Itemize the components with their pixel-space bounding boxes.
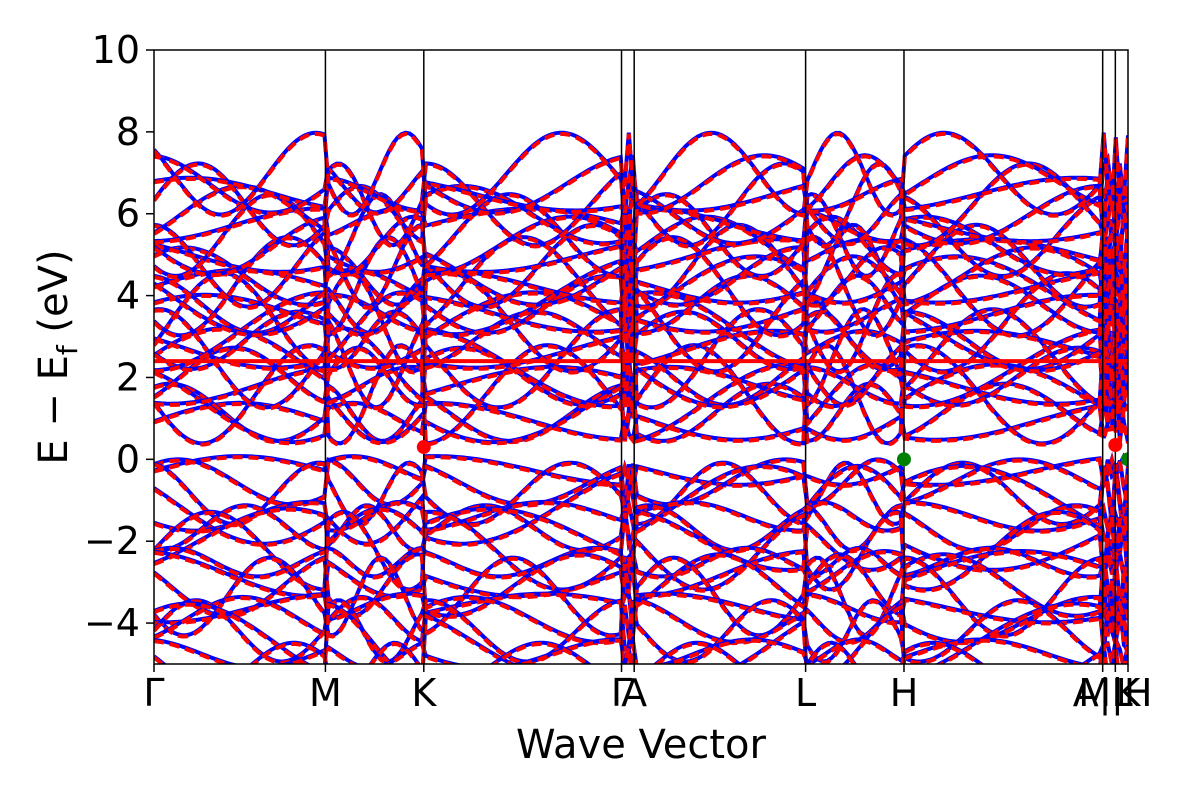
spin-down-band <box>154 346 1128 409</box>
y-tick-label: −4 <box>84 601 140 645</box>
spin-down-band <box>154 236 1128 340</box>
vbm-marker <box>1121 452 1128 467</box>
x-tick-label: Γ <box>611 671 632 715</box>
y-axis-label: E − Ef (eV) <box>31 249 84 464</box>
cbm-marker <box>416 440 431 455</box>
spin-down-band <box>154 363 1128 446</box>
y-tick-label: 8 <box>116 110 140 154</box>
y-tick-label: −2 <box>84 519 140 563</box>
y-axis-label-subscript: f <box>51 344 84 355</box>
spin-down-band <box>154 599 1128 664</box>
x-tick-label: M <box>309 671 342 715</box>
spin-down-band <box>154 510 1128 593</box>
x-tick-label: A <box>621 671 647 715</box>
spin-down-band <box>154 289 1128 337</box>
high-symmetry-lines <box>324 50 1117 664</box>
spin-down-band <box>154 458 1128 510</box>
x-tick-label: A|L <box>1073 671 1133 716</box>
cbm-marker <box>1108 438 1123 453</box>
x-tick-label: Γ <box>143 671 164 715</box>
spin-down-band <box>154 322 1128 410</box>
x-axis-ticks: Γ M K ΓA L H A|LM|HK <box>143 664 1152 716</box>
spin-down-band <box>154 267 1128 308</box>
spin-down-band <box>154 634 1128 664</box>
spin-down-band <box>154 641 1128 664</box>
band-lines <box>154 130 1128 664</box>
x-tick-label: H <box>890 671 919 715</box>
vbm-marker <box>896 452 911 467</box>
spin-up-band <box>154 343 1128 446</box>
x-tick-label: K <box>1116 671 1142 715</box>
y-axis-ticks: −4 −2 0 2 4 6 8 10 <box>84 28 154 645</box>
spin-down-band <box>154 597 1128 664</box>
spin-down-band <box>154 399 1128 446</box>
y-tick-label: 0 <box>116 437 140 481</box>
spin-down-band <box>154 592 1128 627</box>
x-tick-label: M|H <box>1078 671 1152 716</box>
y-tick-label: 4 <box>116 274 140 318</box>
spin-down-band <box>154 465 1128 547</box>
spin-down-band <box>154 153 1128 216</box>
spin-down-band <box>154 205 1128 247</box>
spin-down-band <box>154 175 1128 216</box>
spin-down-band <box>154 452 1128 493</box>
spin-down-band <box>154 131 1128 219</box>
y-tick-label: 2 <box>116 355 140 399</box>
y-tick-label: 10 <box>92 28 140 72</box>
x-axis-label: Wave Vector <box>516 722 767 768</box>
plot-frame <box>153 49 1129 665</box>
spin-up-band <box>154 273 1128 335</box>
band-edge-markers <box>416 438 1128 467</box>
spin-down-band <box>154 215 1128 278</box>
spin-down-band <box>154 546 1128 580</box>
x-tick-label: K <box>411 671 437 715</box>
spin-down-band <box>154 507 1128 574</box>
y-tick-label: 6 <box>116 192 140 236</box>
spin-down-band <box>154 246 1128 308</box>
spin-down-band <box>154 344 1128 447</box>
spin-down-band <box>154 327 1128 371</box>
x-tick-label: L <box>795 671 816 715</box>
